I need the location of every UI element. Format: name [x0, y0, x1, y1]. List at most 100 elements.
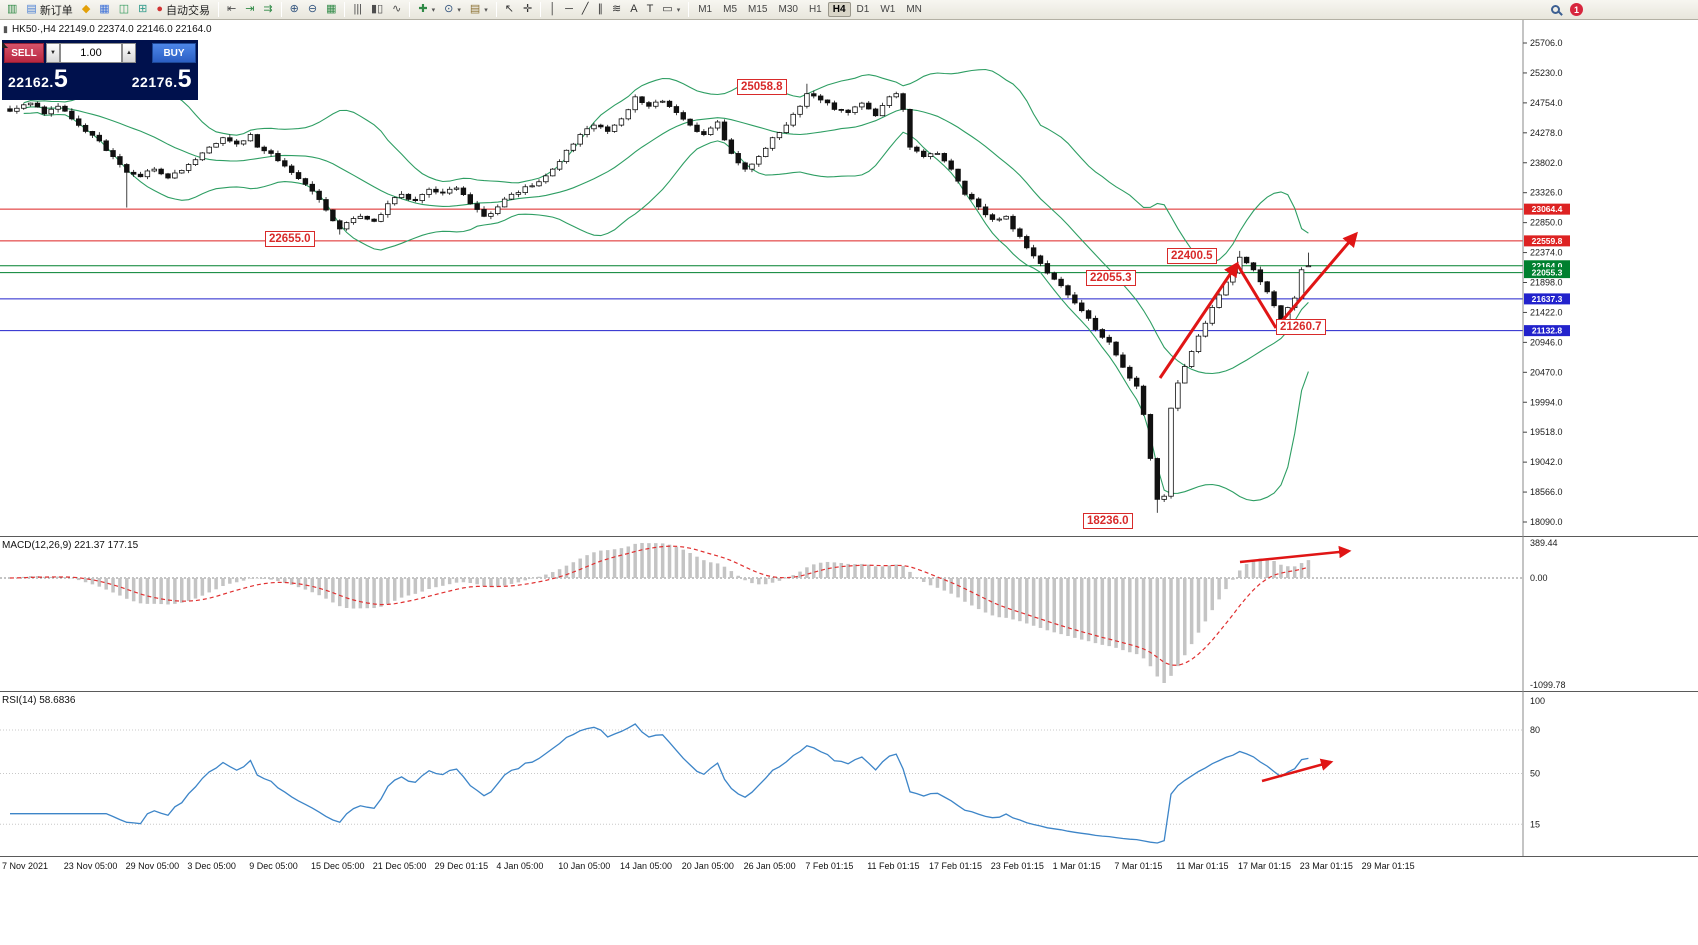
- svg-text:23064.4: 23064.4: [1532, 204, 1563, 214]
- time-label: 1 Mar 01:15: [1052, 861, 1101, 871]
- zoom-in-icon: ⊕: [289, 3, 299, 15]
- market-watch-icon: ▦: [99, 3, 110, 15]
- timeframe-m15-button[interactable]: M15: [748, 4, 768, 15]
- svg-text:22164.0: 22164.0: [1532, 261, 1563, 271]
- horizontal-line-button[interactable]: ─: [561, 1, 577, 19]
- svg-text:0.00: 0.00: [1530, 573, 1548, 583]
- chart-shift-left-button[interactable]: ⇤: [223, 1, 240, 19]
- timeframe-m1-button[interactable]: M1: [698, 4, 713, 15]
- fibonacci-button[interactable]: ≋: [608, 1, 625, 19]
- rsi-panel[interactable]: 100 80 50 15: [0, 691, 1698, 856]
- periods-button[interactable]: ⊙ ▾: [440, 1, 465, 19]
- time-label: 11 Mar 01:15: [1176, 861, 1229, 871]
- timeframe-h4-button[interactable]: H4: [827, 2, 851, 17]
- text-label-button[interactable]: T: [643, 1, 658, 19]
- svg-text:22850.0: 22850.0: [1530, 218, 1563, 228]
- svg-text:50: 50: [1530, 769, 1540, 779]
- zoom-out-icon: ⊖: [307, 3, 318, 15]
- sell-price[interactable]: 22162.5: [8, 65, 69, 93]
- time-label: 23 Nov 05:00: [63, 861, 118, 871]
- volume-input[interactable]: [60, 43, 122, 63]
- time-axis[interactable]: 7 Nov 2021 23 Nov 05:00 29 Nov 05:00 3 Dec …: [0, 856, 1698, 878]
- volume-decrease-button[interactable]: ▼: [46, 43, 60, 63]
- tile-windows-button[interactable]: ▦: [322, 1, 340, 19]
- crosshair-button[interactable]: ✛: [519, 1, 536, 19]
- price-chart[interactable]: 25706.0 25230.0 24754.0 24278.0 23802.0 23326…: [0, 20, 1698, 536]
- market-watch-button[interactable]: ▦: [95, 1, 113, 19]
- support-resistance-lines[interactable]: [0, 208, 1523, 332]
- templates-dropdown-icon: ▾: [484, 6, 488, 14]
- cursor-button[interactable]: ↖: [501, 1, 518, 19]
- volume-increase-button[interactable]: ▲: [122, 43, 136, 63]
- equidistant-channel-button[interactable]: ∥: [594, 1, 608, 19]
- vertical-line-button[interactable]: │: [545, 1, 560, 19]
- price-label-flag[interactable]: 22055.3: [1086, 270, 1136, 286]
- metaeditor-button[interactable]: ◆: [78, 1, 94, 19]
- bar-chart-button[interactable]: |||: [349, 1, 366, 19]
- time-label: 17 Mar 01:15: [1238, 861, 1292, 871]
- new-order-button[interactable]: ▤ 新订单: [22, 1, 76, 19]
- zoom-in-button[interactable]: ⊕: [286, 1, 303, 19]
- toolbar-separator: [495, 2, 497, 17]
- macd-axis: 389.44 0.00 -1099.78: [1522, 536, 1566, 691]
- rsi-indicator-label: RSI(14) 58.6836: [2, 695, 76, 706]
- timeframe-d1-button[interactable]: D1: [856, 4, 870, 15]
- svg-text:19518.0: 19518.0: [1530, 427, 1563, 437]
- shapes-button[interactable]: ▭ ▾: [658, 1, 684, 19]
- shapes-icon: ▭: [662, 3, 673, 15]
- macd-panel[interactable]: 389.44 0.00 -1099.78: [0, 536, 1698, 691]
- time-label: 29 Mar 01:15: [1361, 861, 1415, 871]
- new-chart-button[interactable]: ▥: [3, 1, 21, 19]
- line-chart-button[interactable]: ∿: [388, 1, 405, 19]
- terminal-button[interactable]: ⊞: [134, 1, 151, 19]
- candlestick-chart-button[interactable]: ▮▯: [367, 1, 387, 19]
- auto-trading-button[interactable]: ● 自动交易: [152, 1, 214, 19]
- search-icon[interactable]: [1551, 5, 1560, 14]
- timeframe-h1-button[interactable]: H1: [808, 4, 822, 15]
- timeframe-m30-button[interactable]: M30: [778, 4, 798, 15]
- svg-text:80: 80: [1530, 725, 1540, 735]
- toolbar-separator: [280, 2, 282, 17]
- price-label-flag[interactable]: 21260.7: [1276, 319, 1326, 335]
- svg-text:22055.3: 22055.3: [1532, 268, 1563, 278]
- equidistant-channel-icon: ∥: [597, 3, 604, 15]
- time-label: 4 Jan 05:00: [496, 861, 544, 871]
- buy-price[interactable]: 22176.5: [131, 65, 192, 93]
- svg-text:-1099.78: -1099.78: [1530, 680, 1566, 690]
- time-label: 10 Jan 05:00: [558, 861, 611, 871]
- price-label-flag[interactable]: 18236.0: [1083, 513, 1133, 529]
- trade-panel-collapse-icon[interactable]: ◣: [2, 40, 9, 49]
- notification-badge[interactable]: 1: [1570, 3, 1583, 16]
- chart-shift-left-icon: ⇤: [226, 3, 237, 15]
- timeframe-mn-button[interactable]: MN: [906, 4, 922, 15]
- auto-scroll-button[interactable]: ⇥: [241, 1, 258, 19]
- svg-text:100: 100: [1530, 696, 1545, 706]
- timeframe-m5-button[interactable]: M5: [723, 4, 738, 15]
- svg-text:21898.0: 21898.0: [1530, 278, 1563, 288]
- navigator-button[interactable]: ◫: [115, 1, 133, 19]
- price-axis[interactable]: 25706.0 25230.0 24754.0 24278.0 23802.0 23326…: [1522, 20, 1570, 536]
- toolbar-separator: [217, 2, 219, 17]
- candlestick-chart-icon: ▮▯: [371, 3, 384, 15]
- time-label: 26 Jan 05:00: [743, 861, 796, 871]
- macd-signal-line: [9, 545, 1309, 666]
- price-label-flag[interactable]: 25058.8: [737, 79, 787, 95]
- templates-button[interactable]: ▤ ▾: [466, 1, 492, 19]
- price-label-flag[interactable]: 22655.0: [265, 231, 315, 247]
- cursor-icon: ↖: [504, 3, 514, 15]
- fibonacci-icon: ≋: [612, 3, 622, 15]
- svg-text:23326.0: 23326.0: [1530, 188, 1563, 198]
- chart-shift-button[interactable]: ⇉: [259, 1, 276, 19]
- timeframe-w1-button[interactable]: W1: [880, 4, 896, 15]
- text-button[interactable]: A: [626, 1, 641, 19]
- price-label-flag[interactable]: 22400.5: [1167, 248, 1217, 264]
- horizontal-line-icon: ─: [565, 3, 573, 15]
- trendline-button[interactable]: ╱: [578, 1, 593, 19]
- buy-button[interactable]: BUY: [152, 43, 196, 63]
- sell-button[interactable]: SELL: [4, 43, 44, 63]
- time-label: 7 Mar 01:15: [1114, 861, 1163, 871]
- svg-text:19994.0: 19994.0: [1530, 397, 1563, 407]
- zoom-out-button[interactable]: ⊖: [304, 1, 321, 19]
- indicators-button[interactable]: ✚ ▾: [414, 1, 439, 19]
- candles: [7, 83, 1312, 513]
